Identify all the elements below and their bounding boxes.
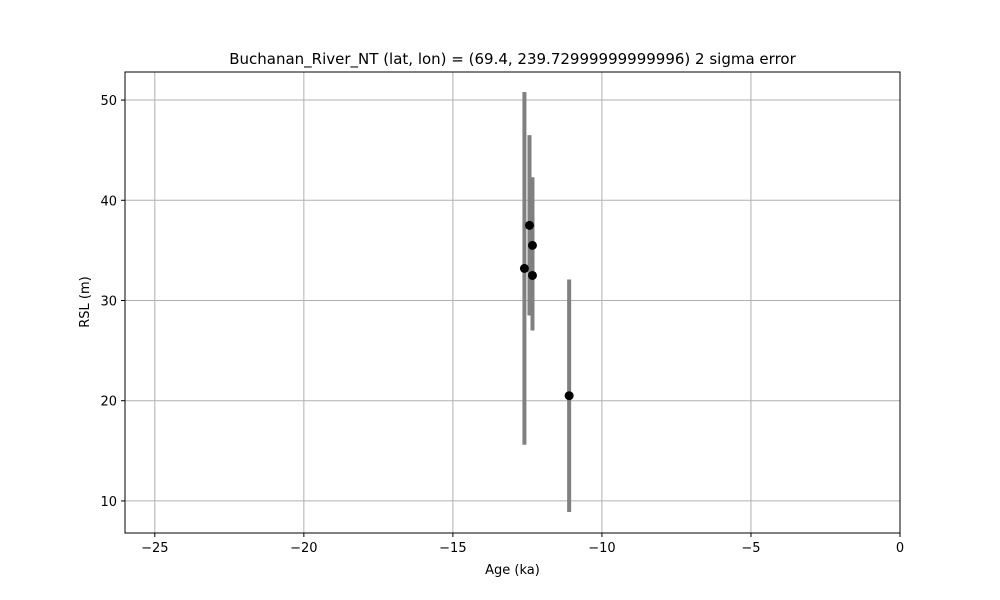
x-tick-label: −10 — [588, 541, 615, 556]
x-tick-label: −5 — [741, 541, 760, 556]
y-tick-label: 50 — [100, 94, 117, 109]
x-axis-ticks: −25 −20 −15 −10 −5 0 — [141, 533, 904, 556]
data-point — [519, 263, 529, 273]
y-tick-label: 10 — [100, 495, 117, 510]
y-axis-label: RSL (m) — [78, 276, 93, 327]
x-tick-label: −15 — [439, 541, 466, 556]
data-points — [519, 220, 574, 401]
grid — [125, 72, 901, 533]
x-tick-label: −20 — [290, 541, 317, 556]
data-point — [564, 391, 574, 401]
plot-frame — [124, 71, 901, 534]
y-axis-ticks: 10 20 30 40 50 — [100, 94, 125, 510]
x-tick-label: 0 — [896, 541, 904, 556]
chart-title: Buchanan_River_NT (lat, lon) = (69.4, 23… — [229, 50, 796, 69]
data-point — [527, 240, 537, 250]
x-tick-label: −25 — [141, 541, 168, 556]
data-point — [524, 220, 534, 230]
x-axis-label: Age (ka) — [485, 563, 540, 578]
data-point — [527, 270, 537, 280]
y-tick-label: 20 — [100, 395, 117, 410]
y-tick-label: 30 — [100, 294, 117, 309]
y-tick-label: 40 — [100, 194, 117, 209]
